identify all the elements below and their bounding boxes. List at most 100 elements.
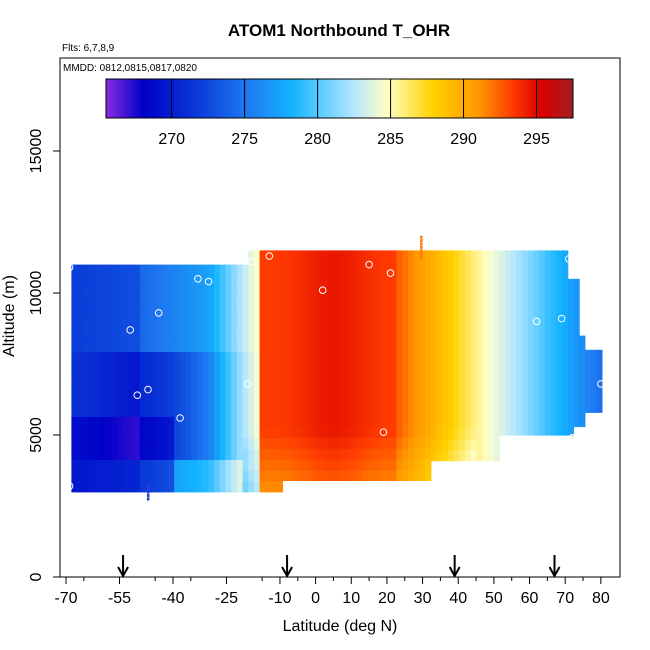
- heatmap-cell: [77, 427, 84, 439]
- sample-point: [65, 482, 74, 490]
- heatmap-cell: [111, 351, 118, 363]
- heatmap-cell: [499, 370, 506, 382]
- heatmap-cell: [288, 350, 295, 363]
- heatmap-cell: [562, 273, 569, 285]
- heatmap-cell: [322, 426, 329, 438]
- heatmap-cell: [453, 374, 460, 386]
- heatmap-cell: [522, 381, 529, 393]
- heatmap-cell: [345, 437, 352, 449]
- heatmap-cell: [111, 394, 118, 407]
- heatmap-cell: [162, 416, 169, 428]
- heatmap-cell: [333, 307, 341, 320]
- heatmap-cell: [128, 264, 135, 266]
- heatmap-cell: [128, 373, 135, 385]
- heatmap-cell: [390, 458, 398, 471]
- heatmap-cell: [242, 394, 249, 407]
- heatmap-cell: [208, 308, 215, 320]
- heatmap-cell: [88, 470, 95, 482]
- heatmap-cell: [390, 415, 398, 428]
- heatmap-cell: [293, 350, 301, 363]
- heatmap-cell: [168, 459, 175, 471]
- heatmap-cell: [465, 406, 472, 418]
- heatmap-cell: [248, 405, 255, 417]
- heatmap-cell: [151, 319, 158, 331]
- heatmap-cell: [408, 297, 415, 309]
- heatmap-cell: [259, 373, 266, 385]
- heatmap-cell: [579, 404, 586, 417]
- heatmap-cell: [117, 351, 124, 363]
- heatmap-cell: [94, 286, 101, 299]
- heatmap-cell: [202, 264, 209, 266]
- heatmap-cell: [385, 329, 392, 341]
- heatmap-cell: [510, 305, 517, 317]
- heatmap-cell: [453, 417, 460, 429]
- heatmap-cell: [185, 405, 192, 417]
- heatmap-cell: [504, 413, 512, 425]
- heatmap-cell: [322, 415, 329, 428]
- heatmap-cell: [493, 287, 500, 300]
- heatmap-cell: [539, 424, 546, 436]
- heatmap-cell: [430, 287, 438, 300]
- heatmap-cell: [368, 372, 375, 384]
- heatmap-cell: [379, 383, 386, 395]
- heatmap-cell: [111, 459, 118, 471]
- heatmap-cell: [499, 359, 506, 371]
- heatmap-cell: [248, 265, 255, 277]
- heatmap-cell: [191, 427, 198, 439]
- heatmap-cell: [482, 417, 489, 429]
- heatmap-cell: [265, 405, 272, 417]
- heatmap-cell: [316, 415, 323, 428]
- heatmap-cell: [242, 297, 249, 309]
- heatmap-cell: [465, 395, 472, 408]
- heatmap-cell: [385, 458, 392, 471]
- heatmap-cell: [174, 481, 181, 493]
- heatmap-cell: [259, 459, 266, 471]
- heatmap-cell: [185, 297, 192, 309]
- heatmap-cell: [533, 370, 540, 382]
- heatmap-cell: [71, 351, 78, 363]
- heatmap-cell: [293, 415, 301, 428]
- heatmap-cell: [373, 307, 380, 320]
- heatmap-cell: [299, 318, 306, 330]
- sample-point: [365, 260, 373, 269]
- heatmap-cell: [168, 329, 175, 342]
- heatmap-cell: [430, 266, 438, 278]
- heatmap-cell: [556, 283, 563, 296]
- heatmap-cell: [242, 286, 249, 299]
- heatmap-cell: [550, 348, 557, 361]
- heatmap-cell: [425, 318, 432, 330]
- heatmap-cell: [476, 320, 483, 332]
- heatmap-cell: [208, 383, 215, 396]
- heatmap-cell: [544, 283, 552, 296]
- heatmap-cell: [117, 297, 124, 309]
- heatmap-cell: [311, 307, 318, 320]
- heatmap-cell: [271, 470, 278, 482]
- heatmap-cell: [214, 308, 221, 320]
- heatmap-cell: [276, 373, 283, 385]
- heatmap-cell: [305, 297, 312, 309]
- heatmap-cell: [345, 318, 352, 330]
- heatmap-cell: [219, 319, 226, 331]
- heatmap-cell: [522, 413, 529, 425]
- heatmap-cell: [385, 415, 392, 428]
- heatmap-cell: [179, 297, 187, 309]
- heatmap-cell: [373, 394, 380, 406]
- heatmap-cell: [436, 352, 443, 364]
- heatmap-cell: [419, 448, 426, 460]
- heatmap-cell: [459, 417, 466, 429]
- heatmap-cell: [151, 405, 158, 417]
- heatmap-cell: [504, 294, 512, 307]
- heatmap-cell: [196, 394, 204, 407]
- heatmap-cell: [162, 448, 169, 460]
- heatmap-cell: [156, 308, 164, 320]
- sample-point: [204, 277, 213, 286]
- heatmap-cell: [253, 362, 261, 374]
- heatmap-cell: [333, 448, 341, 460]
- heatmap-cell: [293, 286, 301, 298]
- x-tick-label: 50: [485, 590, 503, 607]
- heatmap-cell: [305, 404, 312, 417]
- heatmap-cell: [179, 427, 187, 439]
- heatmap-cell: [253, 459, 261, 471]
- y-tick-label: 5000: [28, 417, 45, 453]
- heatmap-cell: [111, 265, 118, 277]
